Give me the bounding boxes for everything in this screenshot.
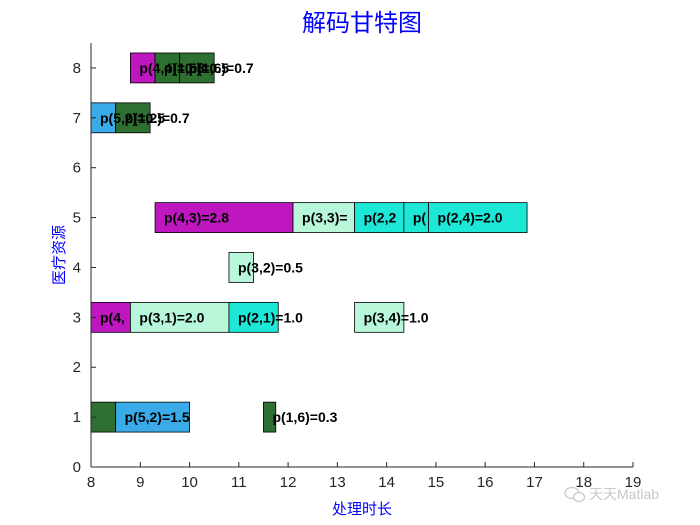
bar-label: p(1,5)=0.5 [164,60,229,76]
gantt-bar [354,301,405,333]
bar-label: p(2,1)=1.0 [238,309,303,325]
label-group: p(4,4)=0.5p(1,5)=0.5p(1,6)=0.7 p(5,2)=0.5… [100,60,503,425]
x-tick-label: 13 [329,474,346,491]
bar-label: p(3,1)=2.0 [139,309,204,325]
x-axis-title: 处理时长 [332,500,392,518]
x-tick-label: 11 [231,474,247,491]
gantt-bar [179,52,215,84]
bar-label: p( [413,210,427,226]
gantt-bar [228,301,279,333]
x-tick-label: 18 [575,474,592,491]
chart-title: 解码甘特图 [302,9,422,37]
y-tick-label: 8 [73,60,81,77]
gantt-bar [130,52,156,84]
y-tick-label: 1 [73,409,81,426]
gantt-bar [130,301,230,333]
x-tick-label: 16 [477,474,494,491]
gantt-bar [115,102,151,134]
bar-label: p(3,4)=1.0 [364,309,429,325]
bar-label: p(1,6)=0.3 [272,409,337,425]
bar-label: p(4, [100,309,125,325]
bar-label: p(2,4)=2.0 [438,210,503,226]
watermark: 天天Matlab [564,486,659,503]
watermark-text: 天天Matlab [589,486,659,502]
x-tick-label: 12 [280,474,297,491]
bar-label: p(5,2)=1.5 [125,409,190,425]
x-tick-label: 9 [136,474,144,491]
bar-label: p(1,2)=0.7 [125,110,190,126]
y-tick-label: 5 [73,210,81,227]
gantt-bar [428,202,528,233]
y-tick-label: 3 [73,309,81,326]
y-tick-label: 2 [73,359,81,376]
wechat-icon [564,486,586,503]
y-tick-label: 6 [73,160,81,177]
y-axis-title: 医疗资源 [50,225,68,285]
x-tick-label: 15 [428,474,445,491]
gantt-bar [354,202,405,233]
gantt-bar [403,202,429,233]
gantt-bar [228,252,255,283]
gantt-bar [90,301,131,333]
x-tick-label: 10 [181,474,198,491]
y-tick-label: 0 [73,459,81,476]
bar-label: p(3,2)=0.5 [238,259,303,275]
y-tick-label: 4 [73,259,81,276]
gantt-bar [154,52,181,84]
gantt-bar [263,401,277,433]
x-tick-label: 17 [526,474,543,491]
x-tick-label: 8 [87,474,95,491]
bar-label: p(1,6)=0.7 [189,60,254,76]
y-tick-label: 7 [73,110,81,127]
bar-label: p(4,3)=2.8 [164,210,229,226]
x-tick-label: 19 [625,474,642,491]
gantt-bar [292,202,356,233]
x-tick-label: 14 [378,474,395,491]
gantt-bar [115,401,190,433]
gantt-bar [154,202,294,233]
bar-label: p(2,2 [364,210,397,226]
bar-group [90,52,528,433]
bar-label: p(5,2)=0.5 [100,110,165,126]
bar-label: p(3,3)= [302,210,348,226]
bar-label: p(4,4)=0.5 [139,60,204,76]
